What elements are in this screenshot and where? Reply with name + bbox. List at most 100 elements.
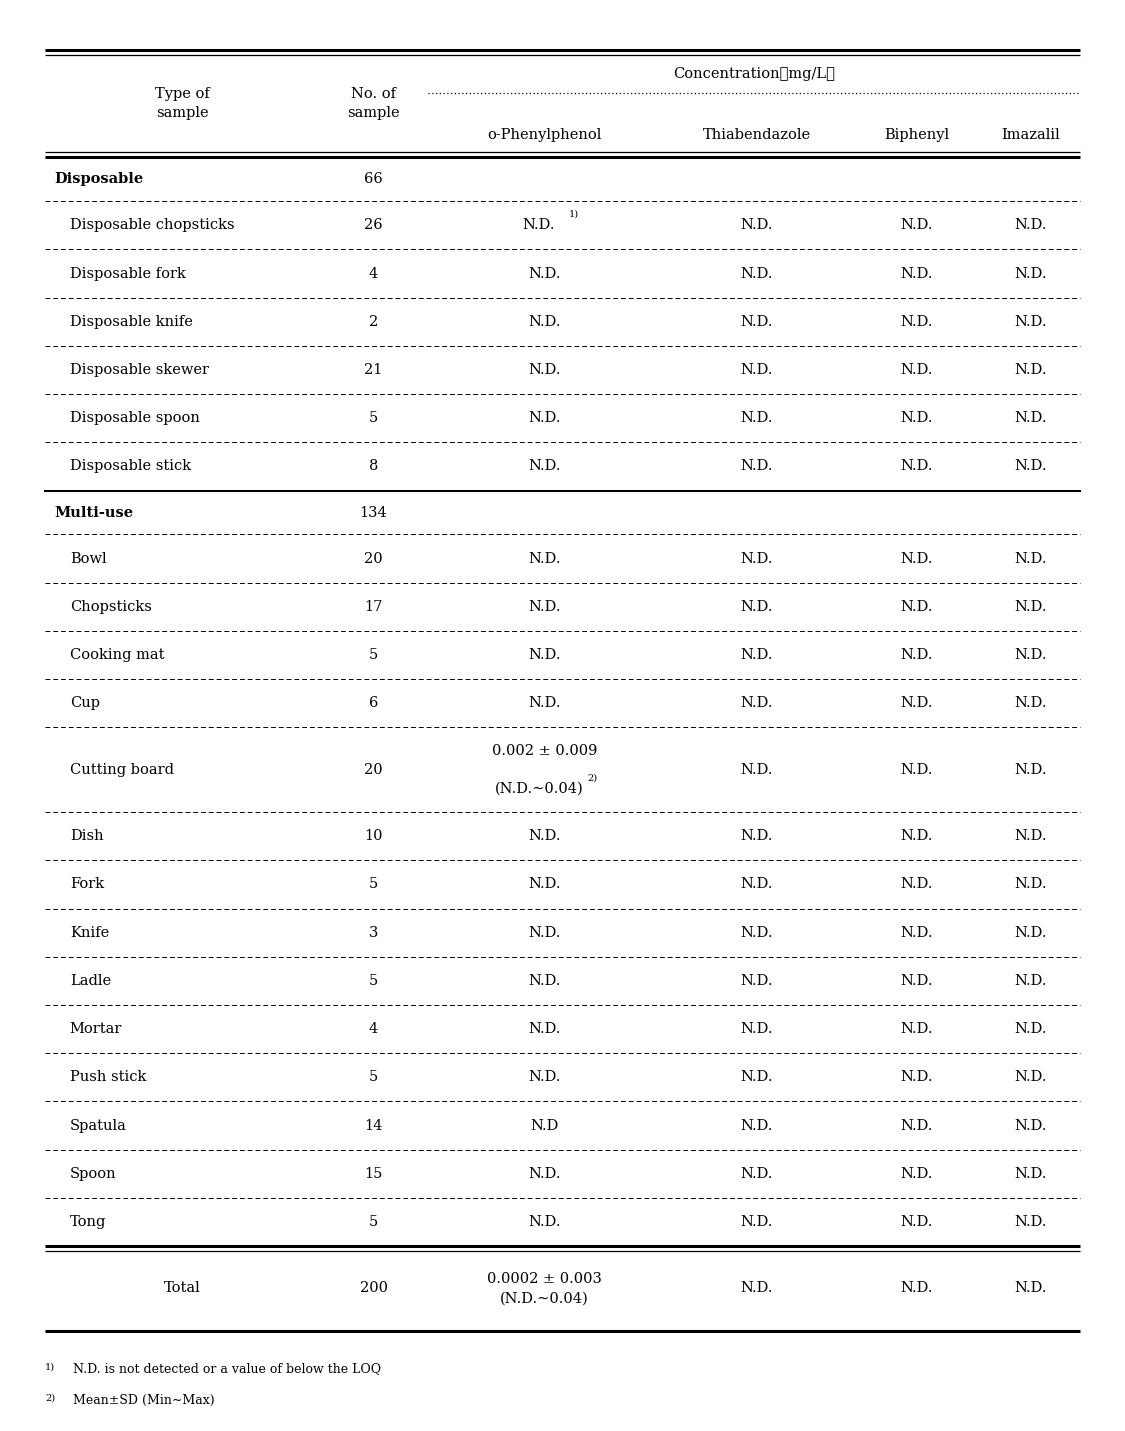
Text: N.D.: N.D. xyxy=(901,975,934,987)
Text: N.D.: N.D. xyxy=(740,1281,773,1295)
Text: 5: 5 xyxy=(369,1070,378,1085)
Text: N.D.: N.D. xyxy=(1015,600,1047,614)
Text: N.D.: N.D. xyxy=(1015,697,1047,710)
Text: N.D.: N.D. xyxy=(901,697,934,710)
Text: Disposable fork: Disposable fork xyxy=(70,266,186,280)
Text: N.D.: N.D. xyxy=(901,600,934,614)
Text: N.D.: N.D. xyxy=(901,1022,934,1036)
Text: N.D.: N.D. xyxy=(901,1215,934,1229)
Text: N.D.: N.D. xyxy=(740,1215,773,1229)
Text: 6: 6 xyxy=(369,697,378,710)
Text: N.D.: N.D. xyxy=(740,829,773,843)
Text: N.D.: N.D. xyxy=(901,926,934,940)
Text: Thiabendazole: Thiabendazole xyxy=(702,127,811,142)
Text: 20: 20 xyxy=(364,763,382,777)
Text: N.D.: N.D. xyxy=(528,1166,560,1181)
Text: Mean±SD (Min∼Max): Mean±SD (Min∼Max) xyxy=(73,1394,215,1407)
Text: N.D.: N.D. xyxy=(1015,1022,1047,1036)
Text: N.D.: N.D. xyxy=(901,829,934,843)
Text: Disposable skewer: Disposable skewer xyxy=(70,363,209,376)
Text: N.D.: N.D. xyxy=(528,975,560,987)
Text: 0.0002 ± 0.003
(N.D.∼0.04): 0.0002 ± 0.003 (N.D.∼0.04) xyxy=(487,1272,602,1305)
Text: N.D.: N.D. xyxy=(1015,411,1047,425)
Text: N.D.: N.D. xyxy=(1015,829,1047,843)
Text: Disposable: Disposable xyxy=(54,172,143,186)
Text: 2: 2 xyxy=(369,315,378,329)
Text: 17: 17 xyxy=(364,600,382,614)
Text: (N.D.∼0.04): (N.D.∼0.04) xyxy=(494,781,583,796)
Text: N.D.: N.D. xyxy=(740,926,773,940)
Text: N.D.: N.D. xyxy=(901,551,934,565)
Text: Knife: Knife xyxy=(70,926,109,940)
Text: Tong: Tong xyxy=(70,1215,106,1229)
Text: Cutting board: Cutting board xyxy=(70,763,173,777)
Text: N.D.: N.D. xyxy=(740,411,773,425)
Text: N.D.: N.D. xyxy=(1015,1119,1047,1132)
Text: N.D.: N.D. xyxy=(901,1119,934,1132)
Text: Disposable knife: Disposable knife xyxy=(70,315,192,329)
Text: Multi-use: Multi-use xyxy=(54,505,133,519)
Text: N.D.: N.D. xyxy=(1015,1166,1047,1181)
Text: N.D.: N.D. xyxy=(901,411,934,425)
Text: N.D.: N.D. xyxy=(1015,877,1047,892)
Text: N.D.: N.D. xyxy=(901,648,934,663)
Text: N.D.: N.D. xyxy=(528,1070,560,1085)
Text: N.D.: N.D. xyxy=(901,1281,934,1295)
Text: No. of
sample: No. of sample xyxy=(348,87,399,120)
Text: Cup: Cup xyxy=(70,697,100,710)
Text: 4: 4 xyxy=(369,1022,378,1036)
Text: N.D.: N.D. xyxy=(740,877,773,892)
Text: N.D.: N.D. xyxy=(528,697,560,710)
Text: N.D.: N.D. xyxy=(901,266,934,280)
Text: Mortar: Mortar xyxy=(70,1022,123,1036)
Text: N.D.: N.D. xyxy=(528,1215,560,1229)
Text: Imazalil: Imazalil xyxy=(1001,127,1060,142)
Text: 8: 8 xyxy=(369,459,378,474)
Text: N.D.: N.D. xyxy=(1015,459,1047,474)
Text: N.D.: N.D. xyxy=(1015,219,1047,232)
Text: Biphenyl: Biphenyl xyxy=(884,127,949,142)
Text: N.D.: N.D. xyxy=(1015,1070,1047,1085)
Text: N.D.: N.D. xyxy=(740,266,773,280)
Text: N.D.: N.D. xyxy=(528,411,560,425)
Text: N.D.: N.D. xyxy=(1015,1281,1047,1295)
Text: 20: 20 xyxy=(364,551,382,565)
Text: 15: 15 xyxy=(364,1166,382,1181)
Text: N.D.: N.D. xyxy=(528,1022,560,1036)
Text: N.D.: N.D. xyxy=(740,600,773,614)
Text: 66: 66 xyxy=(364,172,382,186)
Text: 134: 134 xyxy=(360,505,387,519)
Text: Disposable spoon: Disposable spoon xyxy=(70,411,199,425)
Text: Ladle: Ladle xyxy=(70,975,111,987)
Text: 2): 2) xyxy=(587,774,597,783)
Text: 26: 26 xyxy=(364,219,382,232)
Text: Disposable chopsticks: Disposable chopsticks xyxy=(70,219,234,232)
Text: N.D.: N.D. xyxy=(740,1022,773,1036)
Text: N.D.: N.D. xyxy=(740,763,773,777)
Text: N.D.: N.D. xyxy=(528,363,560,376)
Text: N.D.: N.D. xyxy=(901,877,934,892)
Text: Type of
sample: Type of sample xyxy=(155,87,209,120)
Text: Fork: Fork xyxy=(70,877,104,892)
Text: N.D.: N.D. xyxy=(740,315,773,329)
Text: 1): 1) xyxy=(45,1362,55,1371)
Text: N.D.: N.D. xyxy=(901,363,934,376)
Text: N.D.: N.D. xyxy=(901,763,934,777)
Text: 14: 14 xyxy=(364,1119,382,1132)
Text: Chopsticks: Chopsticks xyxy=(70,600,152,614)
Text: N.D.: N.D. xyxy=(522,219,555,232)
Text: N.D.: N.D. xyxy=(1015,763,1047,777)
Text: N.D.: N.D. xyxy=(901,315,934,329)
Text: N.D.: N.D. xyxy=(1015,975,1047,987)
Text: N.D.: N.D. xyxy=(528,877,560,892)
Text: Cooking mat: Cooking mat xyxy=(70,648,164,663)
Text: N.D.: N.D. xyxy=(1015,551,1047,565)
Text: 5: 5 xyxy=(369,1215,378,1229)
Text: N.D.: N.D. xyxy=(740,648,773,663)
Text: Bowl: Bowl xyxy=(70,551,107,565)
Text: N.D: N.D xyxy=(530,1119,559,1132)
Text: N.D.: N.D. xyxy=(740,697,773,710)
Text: o-Phenylphenol: o-Phenylphenol xyxy=(487,127,602,142)
Text: Total: Total xyxy=(164,1281,200,1295)
Text: 10: 10 xyxy=(364,829,382,843)
